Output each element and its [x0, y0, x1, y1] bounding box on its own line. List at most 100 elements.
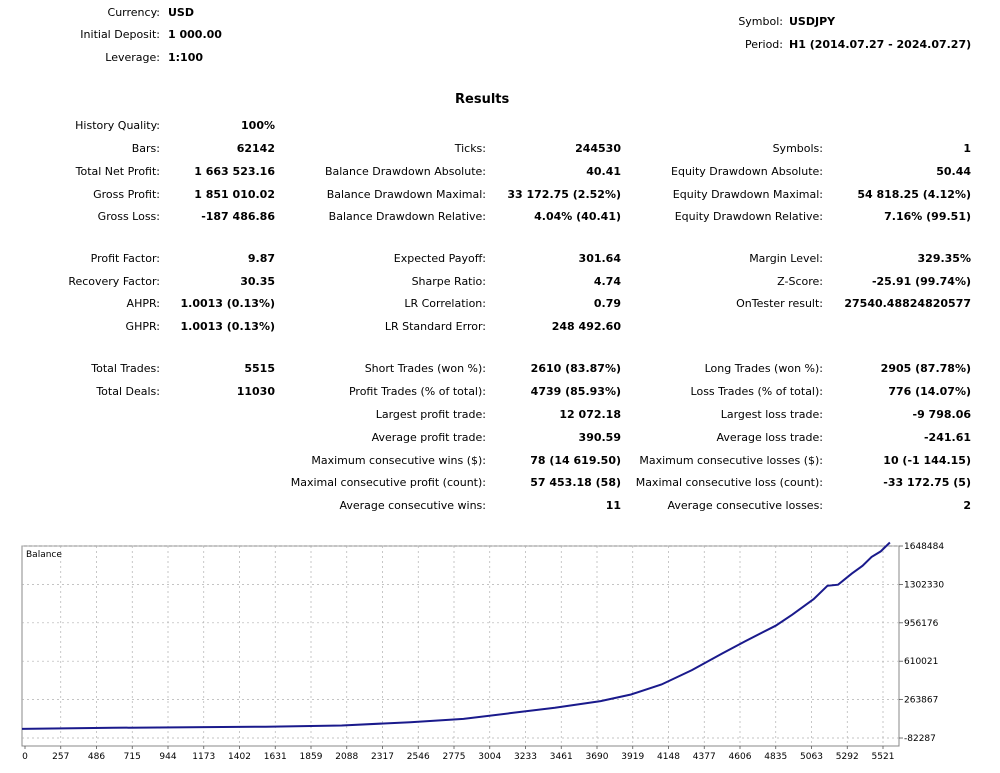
leverage-label: Leverage:: [105, 51, 160, 64]
profit-trades-of-total-label: Profit Trades (% of total):: [348, 385, 486, 398]
z-score-value: -25.91 (99.74%): [871, 275, 971, 288]
chart-title: Balance: [26, 550, 62, 560]
x-tick-label: 4377: [693, 752, 716, 762]
profit-trades-of-total-value: 4739 (85.93%): [530, 385, 621, 398]
equity-drawdown-maximal-value: 54 818.25 (4.12%): [857, 188, 971, 201]
x-tick-label: 1173: [192, 752, 215, 762]
maximal-consecutive-loss-count-label: Maximal consecutive loss (count):: [635, 476, 823, 489]
y-tick-label: 956176: [904, 619, 939, 629]
leverage-value: 1:100: [168, 51, 204, 64]
recovery-factor-label: Recovery Factor:: [68, 275, 160, 288]
sharpe-ratio-value: 4.74: [593, 275, 621, 288]
largest-profit-trade-value: 12 072.18: [559, 408, 621, 421]
maximal-consecutive-profit-count-value: 57 453.18 (58): [530, 476, 621, 489]
balance-drawdown-relative-label: Balance Drawdown Relative:: [328, 210, 486, 223]
results-title: Results: [455, 92, 510, 107]
history-quality-label: History Quality:: [75, 119, 160, 132]
ontester-result-value: 27540.48824820577: [844, 297, 971, 310]
y-tick-label: 1302330: [904, 580, 944, 590]
gross-loss-value: -187 486.86: [201, 210, 275, 223]
y-tick-label: 1648484: [904, 542, 944, 552]
currency-label: Currency:: [107, 6, 160, 19]
x-tick-label: 715: [124, 752, 141, 762]
total-deals-value: 11030: [236, 385, 275, 398]
x-tick-label: 5292: [836, 752, 859, 762]
lr-standard-error-label: LR Standard Error:: [384, 320, 486, 333]
expected-payoff-label: Expected Payoff:: [393, 252, 486, 265]
x-tick-label: 3461: [550, 752, 573, 762]
z-score-label: Z-Score:: [777, 275, 823, 288]
loss-trades-of-total-value: 776 (14.07%): [888, 385, 971, 398]
lr-correlation-label: LR Correlation:: [404, 297, 486, 310]
largest-loss-trade-value: -9 798.06: [912, 408, 972, 421]
y-tick-label: 263867: [904, 696, 938, 706]
x-tick-label: 5063: [800, 752, 823, 762]
x-tick-label: 2317: [371, 752, 394, 762]
lr-standard-error-value: 248 492.60: [551, 320, 621, 333]
equity-drawdown-relative-value: 7.16% (99.51): [884, 210, 971, 223]
x-tick-label: 5521: [872, 752, 895, 762]
balance-drawdown-absolute-label: Balance Drawdown Absolute:: [324, 165, 486, 178]
y-tick-label: 610021: [904, 657, 938, 667]
average-consecutive-wins-label: Average consecutive wins:: [339, 499, 486, 512]
profit-factor-label: Profit Factor:: [90, 252, 160, 265]
short-trades-won-value: 2610 (83.87%): [530, 362, 621, 375]
maximum-consecutive-losses-value: 10 (-1 144.15): [883, 454, 971, 467]
period-value: H1 (2014.07.27 - 2024.07.27): [789, 38, 972, 51]
average-consecutive-wins-value: 11: [605, 499, 621, 512]
lr-correlation-value: 0.79: [593, 297, 621, 310]
ghpr-label: GHPR:: [125, 320, 160, 333]
average-profit-trade-label: Average profit trade:: [371, 431, 486, 444]
balance-drawdown-maximal-value: 33 172.75 (2.52%): [507, 188, 621, 201]
ahpr-value: 1.0013 (0.13%): [180, 297, 276, 310]
x-tick-label: 3690: [586, 752, 609, 762]
symbols-label: Symbols:: [772, 142, 823, 155]
x-tick-label: 1402: [228, 752, 251, 762]
largest-profit-trade-label: Largest profit trade:: [375, 408, 486, 421]
sharpe-ratio-label: Sharpe Ratio:: [411, 275, 486, 288]
maximal-consecutive-loss-count-value: -33 172.75 (5): [883, 476, 971, 489]
initial-deposit-label: Initial Deposit:: [80, 28, 160, 41]
x-tick-label: 2088: [335, 752, 358, 762]
equity-drawdown-absolute-label: Equity Drawdown Absolute:: [671, 165, 823, 178]
profit-factor-value: 9.87: [247, 252, 275, 265]
x-tick-label: 4835: [764, 752, 787, 762]
gross-loss-label: Gross Loss:: [97, 210, 160, 223]
ticks-label: Ticks:: [454, 142, 486, 155]
x-tick-label: 2775: [443, 752, 466, 762]
recovery-factor-value: 30.35: [240, 275, 275, 288]
x-tick-label: 0: [22, 752, 28, 762]
equity-drawdown-absolute-value: 50.44: [936, 165, 971, 178]
gross-profit-label: Gross Profit:: [93, 188, 160, 201]
largest-loss-trade-label: Largest loss trade:: [720, 408, 823, 421]
maximum-consecutive-wins-label: Maximum consecutive wins ($):: [311, 454, 486, 467]
period-label: Period:: [744, 38, 783, 51]
currency-value: USD: [168, 6, 194, 19]
average-consecutive-losses-value: 2: [963, 499, 971, 512]
average-loss-trade-value: -241.61: [923, 431, 971, 444]
loss-trades-of-total-label: Loss Trades (% of total):: [690, 385, 823, 398]
x-tick-label: 4148: [657, 752, 680, 762]
short-trades-won-label: Short Trades (won %):: [364, 362, 486, 375]
ahpr-label: AHPR:: [126, 297, 160, 310]
x-tick-label: 944: [159, 752, 176, 762]
total-trades-value: 5515: [244, 362, 275, 375]
x-tick-label: 486: [88, 752, 105, 762]
equity-drawdown-maximal-label: Equity Drawdown Maximal:: [672, 188, 823, 201]
equity-drawdown-relative-label: Equity Drawdown Relative:: [674, 210, 823, 223]
x-tick-label: 3004: [478, 752, 501, 762]
x-tick-label: 3233: [514, 752, 537, 762]
balance-line: [21, 541, 891, 730]
maximum-consecutive-wins-value: 78 (14 619.50): [530, 454, 621, 467]
expected-payoff-value: 301.64: [578, 252, 621, 265]
x-tick-label: 1859: [300, 752, 323, 762]
maximal-consecutive-profit-count-label: Maximal consecutive profit (count):: [290, 476, 486, 489]
maximum-consecutive-losses-label: Maximum consecutive losses ($):: [639, 454, 823, 467]
long-trades-won-value: 2905 (87.78%): [880, 362, 971, 375]
y-tick-label: -82287: [904, 734, 936, 744]
symbols-value: 1: [963, 142, 971, 155]
average-profit-trade-value: 390.59: [578, 431, 621, 444]
average-consecutive-losses-label: Average consecutive losses:: [667, 499, 823, 512]
total-trades-label: Total Trades:: [91, 362, 160, 375]
x-tick-label: 4606: [729, 752, 752, 762]
